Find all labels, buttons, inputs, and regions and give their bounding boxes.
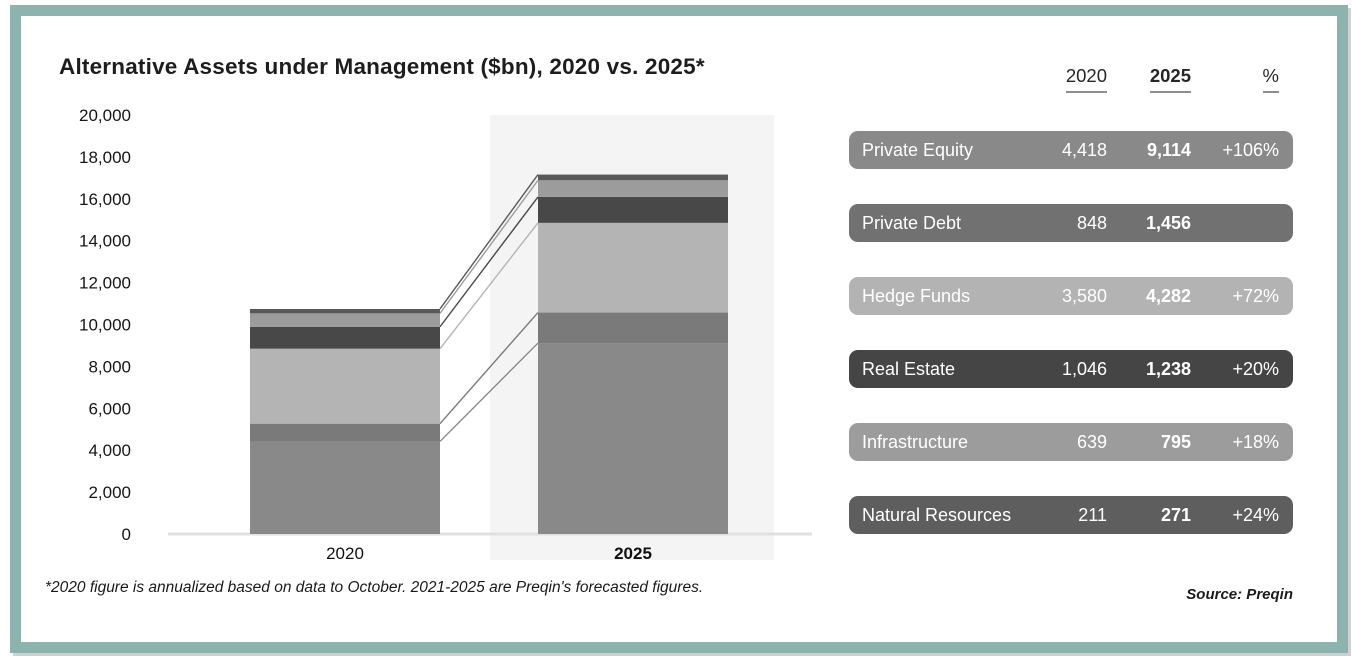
column-header-2020-text: 2020 [1065,65,1107,93]
legend-row-natural-resources: Natural Resources 211 271 +24% [849,496,1293,534]
legend-header-row: 2020 2025 % [849,64,1293,94]
bar-segment-private-debt-2025 [538,312,728,344]
y-axis-label: 0 [122,525,131,544]
value-pct-change: +18% [1232,431,1279,452]
connector-line-hedge-funds [439,222,539,350]
column-header-2020: 2020 [1023,65,1107,93]
value-2025: 1,456 [1145,212,1191,233]
bar-segment-private-equity-2020 [250,441,440,534]
asset-class-label: Natural Resources [862,504,1012,525]
y-axis-label: 2,000 [88,483,131,502]
value-2025: 9,114 [1146,139,1191,160]
value-2020: 1,046 [1061,358,1107,379]
y-axis-label: 12,000 [79,274,131,293]
value-pct-change: +106% [1222,139,1279,160]
asset-class-label: Real Estate [862,358,956,379]
x-axis-label-2025: 2025 [614,544,652,563]
value-2020: 211 [1078,504,1107,525]
y-axis-label: 16,000 [79,190,131,209]
legend-rows-container: Private Equity 4,418 9,114 +106% Private… [849,131,1293,534]
y-axis-label: 6,000 [88,399,131,418]
value-2020: 4,418 [1061,139,1107,160]
value-pct-change: +20% [1232,358,1279,379]
connector-line-private-debt [439,312,539,425]
bar-segment-private-debt-2020 [250,423,440,442]
legend-row-real-estate: Real Estate 1,046 1,238 +20% [849,350,1293,388]
value-2025: 1,238 [1145,358,1191,379]
chart-title: Alternative Assets under Management ($bn… [59,54,705,79]
column-header-2025: 2025 [1107,65,1191,93]
legend-row-private-debt: Private Debt 848 1,456 [849,204,1293,242]
bar-segment-real-estate-2025 [538,196,728,223]
value-2020: 639 [1076,431,1107,452]
legend-table: 2020 2025 % Private Equity 4,418 9,114 +… [849,64,1293,534]
value-2025: 271 [1160,504,1191,525]
legend-row-infrastructure: Infrastructure 639 795 +18% [849,423,1293,461]
value-2025: 4,282 [1145,285,1191,306]
connector-line-real-estate [439,196,539,328]
asset-class-label: Private Equity [862,139,974,160]
asset-class-label: Infrastructure [862,431,969,452]
y-axis-label: 14,000 [79,232,131,251]
y-axis-label: 20,000 [79,106,131,125]
asset-class-label: Hedge Funds [862,285,971,306]
value-2020: 3,580 [1061,285,1107,306]
connector-line-private-equity [439,342,539,442]
bar-segment-natural-resources-2020 [250,308,440,314]
x-axis-label-2020: 2020 [326,544,364,563]
bar-segment-hedge-funds-2025 [538,222,728,313]
bar-segment-infrastructure-2025 [538,180,728,197]
y-axis-label: 18,000 [79,148,131,167]
y-axis-label: 8,000 [88,357,131,376]
bar-segment-hedge-funds-2020 [250,348,440,424]
bar-segment-infrastructure-2020 [250,313,440,327]
value-2020: 848 [1076,212,1107,233]
asset-class-label: Private Debt [862,212,962,233]
bar-segment-natural-resources-2025 [538,174,728,181]
legend-row-hedge-funds: Hedge Funds 3,580 4,282 +72% [849,277,1293,315]
column-header-2025-text: 2025 [1149,65,1191,93]
value-pct-change: +24% [1232,504,1279,525]
column-header-pct-text: % [1262,65,1279,93]
column-header-pct: % [1191,65,1279,93]
bar-segment-real-estate-2020 [250,326,440,349]
footnote: *2020 figure is annualized based on data… [45,579,704,596]
value-pct-change: +72% [1232,285,1279,306]
legend-row-private-equity: Private Equity 4,418 9,114 +106% [849,131,1293,169]
y-axis-label: 4,000 [88,441,131,460]
y-axis-label: 10,000 [79,316,131,335]
connector-line-natural-resources [439,174,539,310]
bar-segment-private-equity-2025 [538,343,728,534]
source-credit: Source: Preqin [1186,586,1293,603]
value-2025: 795 [1160,431,1191,452]
connector-line-infrastructure [439,179,539,314]
